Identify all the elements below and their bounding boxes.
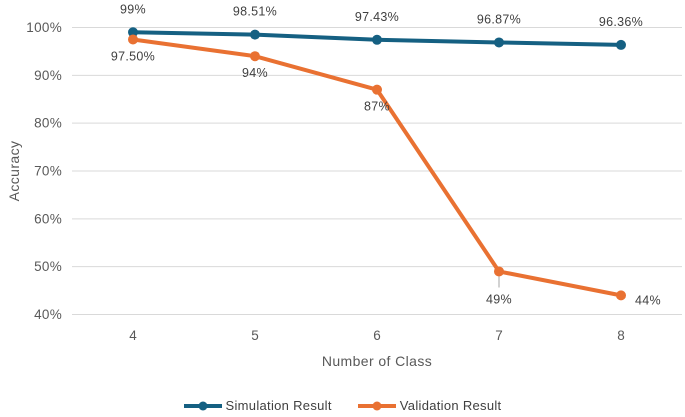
- data-label-simulation-result: 96.36%: [599, 15, 643, 29]
- data-label-simulation-result: 97.43%: [355, 10, 399, 24]
- data-point-validation-result: [128, 34, 138, 45]
- x-axis-title: Number of Class: [321, 353, 433, 369]
- legend-label-validation-result: Validation Result: [399, 398, 502, 413]
- x-tick-label: 6: [373, 328, 381, 343]
- data-label-validation-result: 49%: [486, 292, 512, 306]
- data-point-simulation-result: [616, 39, 626, 50]
- legend-label-simulation-result: Simulation Result: [225, 398, 332, 413]
- data-label-validation-result: 44%: [635, 293, 661, 307]
- legend-item-validation-result: Validation Result: [357, 398, 502, 413]
- plot-area: 40% 50% 60% 70% 80% 90% 100% 4 5 6 7 8 99% 98.51% 97.4…: [26, 2, 682, 343]
- data-point-validation-result: [372, 84, 382, 95]
- legend: Simulation Result Validation Result: [0, 398, 685, 413]
- y-tick-label: 100%: [26, 20, 62, 35]
- x-tick-label: 5: [251, 328, 259, 343]
- data-point-simulation-result: [128, 27, 138, 38]
- line-marker-icon: [183, 401, 222, 410]
- x-tick-label: 7: [495, 328, 503, 343]
- y-tick-label: 40%: [34, 307, 62, 322]
- y-tick-label: 80%: [34, 116, 62, 131]
- line-marker-icon: [357, 401, 396, 410]
- legend-item-simulation-result: Simulation Result: [183, 398, 332, 413]
- data-point-simulation-result: [372, 34, 382, 45]
- y-tick-label: 50%: [34, 259, 62, 274]
- data-point-validation-result: [494, 266, 504, 277]
- y-tick-label: 60%: [34, 211, 62, 226]
- y-tick-label: 90%: [34, 68, 62, 83]
- data-point-simulation-result: [250, 29, 260, 40]
- data-point-validation-result: [250, 51, 260, 62]
- y-axis-title: Accuracy: [6, 140, 22, 202]
- x-tick-label: 8: [617, 328, 625, 343]
- x-tick-label: 4: [129, 328, 137, 343]
- data-label-validation-result: 94%: [242, 66, 268, 80]
- data-label-simulation-result: 99%: [120, 2, 146, 16]
- y-tick-label: 70%: [34, 164, 62, 179]
- data-label-validation-result: 87%: [364, 100, 390, 114]
- series-line-validation-result: [131, 37, 623, 298]
- data-label-validation-result: 97.50%: [111, 49, 155, 63]
- data-label-simulation-result: 96.87%: [477, 12, 521, 26]
- data-point-simulation-result: [494, 37, 504, 48]
- data-point-validation-result: [616, 290, 626, 301]
- data-label-simulation-result: 98.51%: [233, 5, 277, 19]
